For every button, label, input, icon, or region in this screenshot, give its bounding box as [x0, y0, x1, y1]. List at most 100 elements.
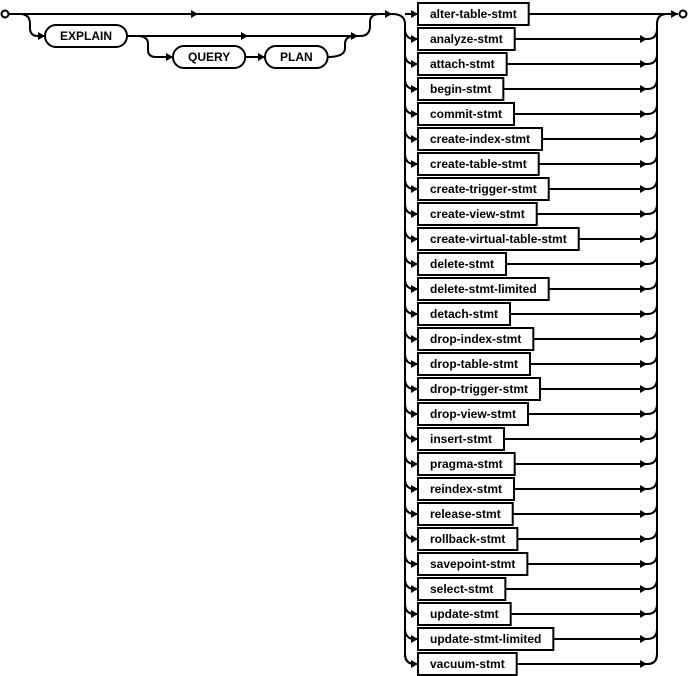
arrow-icon — [640, 160, 647, 168]
arrow-icon — [640, 410, 647, 418]
label: drop-view-stmt — [430, 407, 516, 421]
arrow-icon — [640, 285, 647, 293]
connector-line — [512, 503, 658, 515]
arrow-icon — [640, 360, 647, 368]
arrow-icon — [411, 85, 418, 93]
arrow-icon — [411, 610, 418, 618]
arrow-icon — [411, 410, 418, 418]
arrow-icon — [411, 285, 418, 293]
arrow-icon — [411, 535, 418, 543]
connector-line — [504, 428, 658, 440]
connector-line — [548, 178, 658, 190]
arrow-icon — [640, 535, 647, 543]
connector-line — [327, 35, 356, 58]
connector-line — [528, 403, 658, 415]
label: delete-stmt — [430, 257, 494, 271]
arrow-icon — [640, 35, 647, 43]
label: drop-index-stmt — [430, 332, 521, 346]
arrow-icon — [640, 485, 647, 493]
connector-line — [516, 653, 658, 665]
arrow-icon — [411, 510, 418, 518]
label: commit-stmt — [430, 107, 502, 121]
connector-line — [553, 628, 658, 640]
connector-line — [137, 35, 173, 58]
arrow-icon — [411, 460, 418, 468]
label: savepoint-stmt — [430, 557, 515, 571]
connector-line — [536, 203, 658, 215]
arrow-icon — [191, 10, 198, 18]
arrow-icon — [258, 53, 265, 61]
label: delete-stmt-limited — [430, 282, 537, 296]
arrow-icon — [411, 485, 418, 493]
arrow-icon — [411, 635, 418, 643]
label: release-stmt — [430, 507, 501, 521]
arrow-icon — [640, 435, 647, 443]
arrow-icon — [640, 385, 647, 393]
label: create-table-stmt — [430, 157, 527, 171]
arrow-icon — [640, 460, 647, 468]
arrow-icon — [411, 235, 418, 243]
connector-line — [578, 228, 658, 240]
label: alter-table-stmt — [430, 7, 517, 21]
arrow-icon — [640, 135, 647, 143]
label: create-view-stmt — [430, 207, 525, 221]
label: EXPLAIN — [60, 29, 112, 43]
label: vacuum-stmt — [430, 657, 505, 671]
arrow-icon — [411, 335, 418, 343]
connector-line — [533, 328, 658, 340]
label: update-stmt — [430, 607, 499, 621]
label: insert-stmt — [430, 432, 492, 446]
connector-line — [527, 553, 658, 565]
connector-line — [540, 378, 658, 390]
label: drop-trigger-stmt — [430, 382, 528, 396]
label: pragma-stmt — [430, 457, 503, 471]
connector-line — [19, 13, 45, 37]
connector-line — [514, 28, 658, 40]
connector-line — [514, 453, 658, 465]
arrow-icon — [640, 335, 647, 343]
arrow-icon — [38, 32, 45, 40]
arrow-icon — [411, 10, 418, 18]
arrow-icon — [411, 585, 418, 593]
arrow-icon — [411, 185, 418, 193]
label: attach-stmt — [430, 57, 495, 71]
arrow-icon — [640, 660, 647, 668]
connector-line — [506, 53, 658, 65]
start-circle — [0, 9, 10, 19]
arrow-icon — [411, 35, 418, 43]
connector-line — [506, 253, 658, 265]
arrow-icon — [640, 210, 647, 218]
connector-line — [542, 128, 658, 140]
end-circle — [678, 9, 688, 19]
arrow-icon — [411, 260, 418, 268]
label: begin-stmt — [430, 82, 491, 96]
connector-line — [505, 578, 658, 590]
arrow-icon — [640, 610, 647, 618]
connector-line — [503, 78, 658, 90]
label: select-stmt — [430, 582, 493, 596]
label: rollback-stmt — [430, 532, 505, 546]
connector-line — [359, 13, 381, 37]
label: detach-stmt — [430, 307, 498, 321]
arrow-icon — [411, 110, 418, 118]
connector-line — [548, 278, 658, 290]
arrow-icon — [640, 510, 647, 518]
arrow-icon — [640, 110, 647, 118]
arrow-icon — [166, 53, 173, 61]
arrow-icon — [411, 135, 418, 143]
arrow-icon — [640, 560, 647, 568]
arrow-icon — [411, 385, 418, 393]
arrow-icon — [640, 85, 647, 93]
arrow-icon — [640, 635, 647, 643]
label: update-stmt-limited — [430, 632, 541, 646]
arrow-icon — [411, 360, 418, 368]
arrow-icon — [411, 160, 418, 168]
arrow-icon — [411, 435, 418, 443]
arrow-icon — [671, 10, 678, 18]
arrow-icon — [411, 310, 418, 318]
arrow-icon — [640, 260, 647, 268]
label: analyze-stmt — [430, 32, 503, 46]
arrow-icon — [411, 210, 418, 218]
arrow-icon — [411, 560, 418, 568]
